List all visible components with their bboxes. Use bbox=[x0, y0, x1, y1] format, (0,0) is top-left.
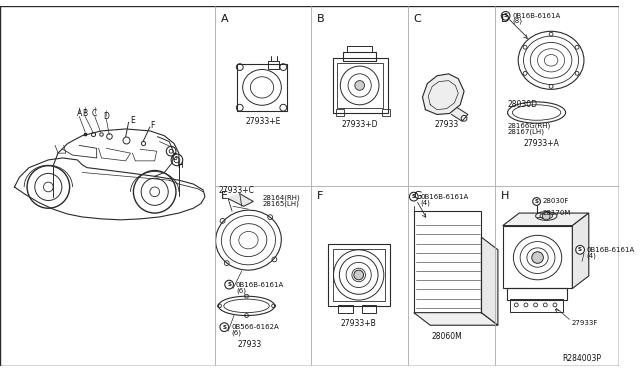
Text: C: C bbox=[414, 14, 422, 24]
Text: 0B16B-6161A: 0B16B-6161A bbox=[420, 194, 469, 200]
Bar bbox=[339, 305, 353, 312]
Text: G: G bbox=[414, 191, 422, 201]
Polygon shape bbox=[572, 213, 589, 288]
Text: 0B16B-6161A: 0B16B-6161A bbox=[513, 13, 561, 19]
Bar bbox=[503, 226, 572, 288]
Text: (8): (8) bbox=[513, 17, 522, 24]
Text: (6): (6) bbox=[236, 287, 246, 294]
Text: 0B16B-6161A: 0B16B-6161A bbox=[587, 247, 635, 253]
Text: 27933: 27933 bbox=[237, 340, 262, 349]
Circle shape bbox=[532, 252, 543, 263]
Text: 27933+B: 27933+B bbox=[341, 319, 376, 328]
Polygon shape bbox=[422, 74, 464, 115]
Text: 28164(RH): 28164(RH) bbox=[263, 194, 301, 201]
Bar bbox=[414, 211, 481, 312]
Text: R284003P: R284003P bbox=[563, 354, 602, 363]
Polygon shape bbox=[503, 213, 589, 226]
Circle shape bbox=[501, 12, 510, 20]
Bar bbox=[347, 46, 372, 52]
Circle shape bbox=[410, 192, 418, 201]
Circle shape bbox=[542, 212, 550, 220]
Text: S: S bbox=[534, 199, 539, 204]
Text: 0B566-6162A: 0B566-6162A bbox=[231, 324, 279, 330]
Text: 28060M: 28060M bbox=[431, 332, 462, 341]
Text: B: B bbox=[317, 14, 324, 24]
Bar bbox=[337, 109, 344, 116]
Text: S: S bbox=[504, 13, 508, 18]
Text: 28166G(RH): 28166G(RH) bbox=[508, 123, 551, 129]
Bar bbox=[333, 249, 385, 301]
Bar bbox=[237, 64, 287, 110]
Text: E: E bbox=[220, 191, 227, 201]
Text: B: B bbox=[83, 109, 88, 118]
Text: D: D bbox=[104, 112, 109, 121]
Text: (4): (4) bbox=[420, 199, 431, 206]
Ellipse shape bbox=[355, 81, 365, 90]
Text: S: S bbox=[222, 325, 227, 330]
Text: 27933+A: 27933+A bbox=[524, 139, 559, 148]
Text: 27933F: 27933F bbox=[572, 320, 598, 326]
Text: D: D bbox=[501, 14, 509, 24]
Bar bbox=[333, 58, 388, 112]
Text: A: A bbox=[77, 109, 82, 118]
Text: 27933+D: 27933+D bbox=[341, 120, 378, 129]
Text: 28030D: 28030D bbox=[508, 100, 538, 109]
Bar bbox=[328, 244, 390, 306]
Text: 28165(LH): 28165(LH) bbox=[263, 200, 300, 207]
Circle shape bbox=[354, 270, 364, 280]
Text: F: F bbox=[150, 121, 155, 129]
Text: S: S bbox=[227, 282, 231, 287]
Circle shape bbox=[225, 280, 234, 289]
Text: (4): (4) bbox=[587, 252, 596, 259]
Bar bbox=[507, 288, 566, 300]
Bar bbox=[362, 305, 376, 312]
Circle shape bbox=[576, 246, 584, 254]
Text: A: A bbox=[220, 14, 228, 24]
Polygon shape bbox=[414, 312, 498, 325]
Text: 27933: 27933 bbox=[435, 120, 459, 129]
Polygon shape bbox=[481, 237, 498, 325]
Text: (6): (6) bbox=[231, 330, 241, 336]
Circle shape bbox=[532, 198, 540, 205]
Text: 28030F: 28030F bbox=[542, 199, 569, 205]
Text: S: S bbox=[412, 194, 416, 199]
Bar bbox=[337, 63, 383, 108]
Bar bbox=[511, 299, 563, 312]
Text: 28170M: 28170M bbox=[542, 210, 571, 216]
Text: C: C bbox=[92, 109, 97, 118]
Bar bbox=[382, 109, 390, 116]
Text: 28167(LH): 28167(LH) bbox=[508, 129, 545, 135]
Polygon shape bbox=[451, 108, 468, 121]
Text: 27933+E: 27933+E bbox=[245, 117, 281, 126]
Bar bbox=[268, 61, 280, 69]
Text: E: E bbox=[130, 116, 135, 125]
Text: H: H bbox=[501, 191, 509, 201]
Circle shape bbox=[220, 323, 228, 331]
Text: S: S bbox=[578, 247, 582, 252]
Text: 27933+C: 27933+C bbox=[218, 186, 254, 195]
Polygon shape bbox=[228, 194, 253, 206]
Text: 0B16B-6161A: 0B16B-6161A bbox=[236, 282, 284, 288]
Text: G: G bbox=[171, 154, 177, 163]
Bar bbox=[343, 52, 376, 61]
Text: H: H bbox=[177, 161, 182, 170]
Text: F: F bbox=[317, 191, 323, 201]
